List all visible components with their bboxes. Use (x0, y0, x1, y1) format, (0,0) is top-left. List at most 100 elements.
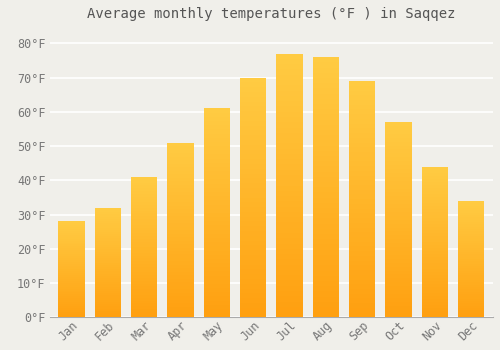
Bar (240, 274, 266, 279)
Bar (349, 308, 376, 313)
Bar (131, 303, 157, 306)
Bar (386, 267, 411, 271)
Bar (313, 245, 339, 250)
Bar (458, 224, 484, 226)
Bar (240, 193, 266, 197)
Bar (168, 164, 194, 167)
Bar (386, 181, 411, 185)
Bar (58, 256, 84, 258)
Bar (168, 219, 194, 223)
Bar (458, 315, 484, 317)
Bar (204, 251, 230, 255)
Bar (240, 92, 266, 97)
Bar (94, 306, 121, 309)
Bar (94, 228, 121, 230)
Bar (276, 101, 302, 106)
Bar (168, 181, 194, 185)
Bar (204, 163, 230, 167)
Bar (240, 241, 266, 245)
Bar (458, 271, 484, 273)
Bar (349, 218, 376, 223)
Bar (240, 145, 266, 149)
Bar (58, 262, 84, 264)
Bar (131, 284, 157, 286)
Bar (422, 185, 448, 188)
Bar (349, 223, 376, 228)
Bar (458, 303, 484, 306)
Bar (422, 266, 448, 269)
Bar (276, 175, 302, 180)
Bar (204, 209, 230, 213)
Bar (422, 251, 448, 254)
Bar (131, 264, 157, 267)
Bar (313, 198, 339, 203)
Bar (276, 307, 302, 312)
Bar (276, 233, 302, 238)
Bar (240, 116, 266, 121)
Bar (131, 298, 157, 301)
Bar (204, 284, 230, 288)
Bar (349, 261, 376, 265)
Bar (168, 233, 194, 237)
Bar (168, 240, 194, 244)
Bar (240, 78, 266, 83)
Bar (386, 161, 411, 165)
Bar (422, 215, 448, 218)
Bar (386, 263, 411, 267)
Bar (131, 272, 157, 275)
Bar (422, 242, 448, 245)
Bar (276, 286, 302, 291)
Bar (276, 275, 302, 280)
Bar (313, 234, 339, 239)
Bar (386, 306, 411, 309)
Bar (58, 229, 84, 231)
Bar (349, 171, 376, 176)
Bar (204, 150, 230, 154)
Bar (458, 219, 484, 222)
Bar (240, 197, 266, 202)
Bar (313, 146, 339, 151)
Bar (422, 191, 448, 194)
Bar (58, 235, 84, 237)
Bar (349, 166, 376, 171)
Bar (422, 245, 448, 248)
Bar (313, 57, 339, 62)
Bar (131, 289, 157, 292)
Bar (458, 238, 484, 240)
Bar (131, 219, 157, 222)
Bar (94, 212, 121, 214)
Bar (168, 202, 194, 205)
Bar (58, 298, 84, 300)
Bar (276, 154, 302, 159)
Bar (168, 185, 194, 188)
Bar (94, 256, 121, 258)
Bar (276, 91, 302, 96)
Bar (94, 230, 121, 232)
Bar (386, 314, 411, 317)
Bar (94, 280, 121, 282)
Bar (94, 278, 121, 280)
Bar (168, 275, 194, 279)
Bar (204, 146, 230, 150)
Bar (240, 212, 266, 217)
Bar (240, 289, 266, 293)
Bar (386, 220, 411, 224)
Bar (313, 193, 339, 198)
Bar (313, 62, 339, 68)
Bar (422, 230, 448, 233)
Bar (458, 273, 484, 275)
Bar (349, 161, 376, 166)
Bar (240, 97, 266, 101)
Bar (458, 236, 484, 238)
Bar (58, 252, 84, 254)
Bar (313, 276, 339, 281)
Bar (313, 114, 339, 120)
Bar (276, 149, 302, 154)
Bar (204, 125, 230, 130)
Bar (204, 175, 230, 180)
Bar (313, 271, 339, 276)
Bar (240, 154, 266, 159)
Bar (276, 191, 302, 196)
Bar (131, 309, 157, 312)
Bar (240, 313, 266, 317)
